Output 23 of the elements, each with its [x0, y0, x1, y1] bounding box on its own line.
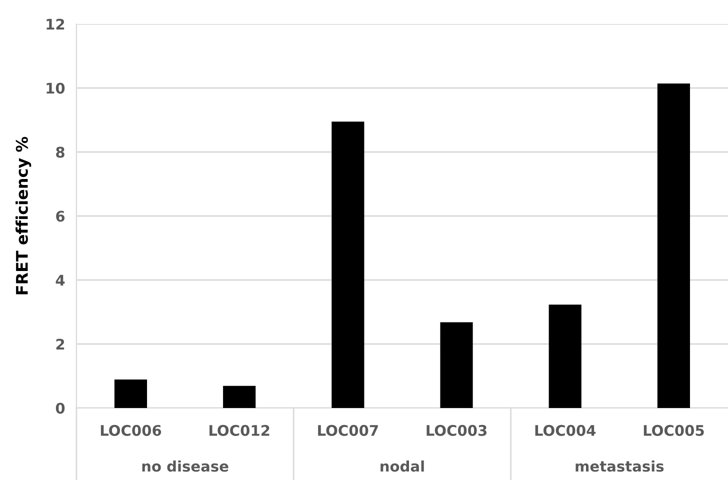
bar [114, 380, 148, 408]
bar [223, 386, 256, 408]
y-tick-label: 10 [46, 82, 65, 94]
y-tick-label: 0 [56, 402, 65, 414]
x-tick-label: LOC007 [318, 424, 378, 436]
y-tick-label: 12 [46, 18, 64, 30]
text: metastasis [576, 460, 664, 472]
y-tick-label: 6 [56, 210, 65, 222]
y-tick-label: 8 [56, 146, 64, 158]
bar [332, 122, 364, 408]
bar [548, 304, 582, 408]
x-tick-label: LOC003 [426, 424, 487, 436]
y-tick-label: 4 [56, 274, 65, 286]
x-tick-label: LOC005 [644, 424, 704, 436]
x-tick-label: LOC006 [100, 424, 162, 436]
y-axis-title: FRET efficiency % [16, 136, 32, 294]
x-tick-label: LOC004 [535, 424, 596, 436]
y-tick-label: 2 [56, 338, 64, 350]
x-tick-label: LOC012 [210, 424, 270, 436]
bar [440, 322, 473, 408]
bar [657, 84, 690, 408]
text: nodal [380, 460, 424, 472]
text: no disease [142, 460, 228, 472]
